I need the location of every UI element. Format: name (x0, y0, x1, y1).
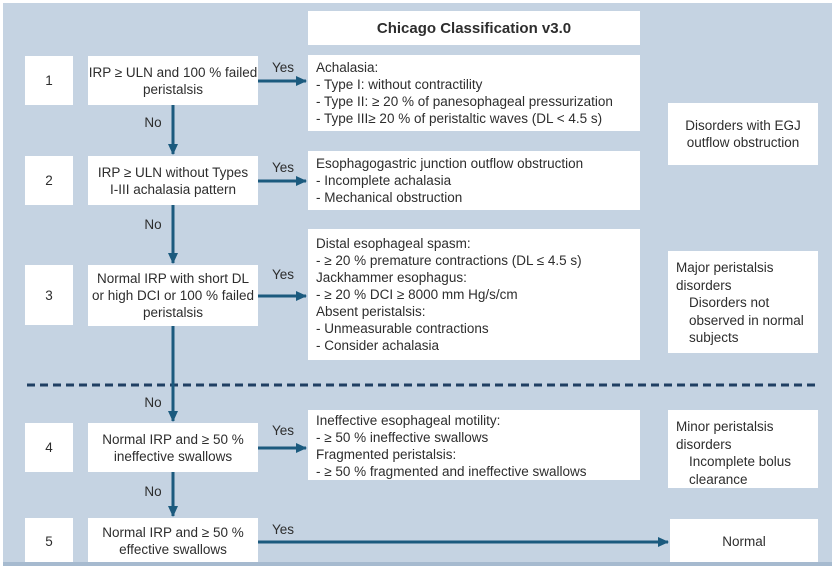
yes-label-5: Yes (271, 522, 295, 537)
condition-line: I-III achalasia pattern (109, 181, 237, 197)
chart-title-box: Chicago Classification v3.0 (308, 11, 640, 45)
step-5-number-box: 5 (25, 518, 73, 564)
result-line: Achalasia: (316, 60, 379, 75)
step-1-result-box: Achalasia: - Type I: without contractili… (308, 55, 640, 131)
step-3-condition-box: Normal IRP with short DL or high DCI or … (88, 265, 258, 326)
step-5-number: 5 (45, 533, 53, 549)
result-line: - Consider achalasia (316, 338, 440, 353)
no-label-2: No (144, 217, 162, 232)
bottom-edge-strip (3, 562, 832, 566)
chart-title: Chicago Classification v3.0 (376, 19, 572, 37)
condition-line: IRP ≥ ULN without Types (97, 164, 249, 180)
step-1-condition-box: IRP ≥ ULN and 100 % failed peristalsis (88, 56, 258, 105)
step-3-number: 3 (45, 287, 53, 303)
step-2-number: 2 (45, 173, 53, 188)
result-line: Jackhammer esophagus: (316, 270, 467, 285)
result-line: - Unmeasurable contractions (316, 321, 489, 336)
result-line: Fragmented peristalsis: (316, 447, 457, 462)
condition-line: peristalsis (142, 305, 204, 320)
result-line: Distal esophageal spasm: (316, 236, 471, 251)
yes-label-1: Yes (271, 60, 295, 75)
result-line: - ≥ 50 % fragmented and ineffective swal… (316, 464, 587, 479)
step-4-number-box: 4 (25, 423, 73, 472)
category-line: disorders (676, 436, 732, 452)
category-line: outflow obstruction (686, 135, 800, 150)
step-1-number: 1 (45, 73, 53, 88)
condition-line: Normal IRP and ≥ 50 % (102, 431, 244, 447)
normal-label: Normal (722, 534, 766, 550)
yes-label-4: Yes (271, 423, 295, 438)
step-1-number-box: 1 (25, 56, 73, 105)
yes-label-2: Yes (271, 160, 295, 175)
no-label-4: No (144, 484, 162, 499)
category-line: Incomplete bolus (689, 454, 792, 469)
result-line: Absent peristalsis: (316, 304, 426, 319)
condition-line: IRP ≥ ULN and 100 % failed (88, 64, 258, 80)
condition-line: Normal IRP and ≥ 50 % (102, 525, 244, 540)
category-line: clearance (689, 471, 748, 487)
result-line: - ≥ 50 % ineffective swallows (316, 430, 489, 445)
result-line: - Mechanical obstruction (316, 190, 463, 205)
step-4-result-box: Ineffective esophageal motility: - ≥ 50 … (308, 410, 640, 480)
category-minor-disorders-box: Minor peristalsis disorders Incomplete b… (668, 410, 818, 488)
condition-line: ineffective swallows (113, 448, 233, 464)
step-2-result-box: Esophagogastric junction outflow obstruc… (308, 151, 640, 210)
normal-box: Normal (670, 519, 818, 565)
category-line: Minor peristalsis (676, 419, 774, 434)
result-line: Ineffective esophageal motility: (316, 413, 501, 428)
step-5-condition-box: Normal IRP and ≥ 50 % effective swallows (88, 518, 258, 564)
category-line: subjects (689, 330, 739, 345)
result-line: - Type III≥ 20 % of peristaltic waves (D… (316, 111, 603, 126)
category-line: disorders (676, 277, 732, 293)
category-egj-outflow-box: Disorders with EGJ outflow obstruction (668, 103, 818, 165)
step-4-condition-box: Normal IRP and ≥ 50 % ineffective swallo… (88, 423, 258, 472)
result-line: Esophagogastric junction outflow obstruc… (316, 156, 584, 171)
result-line: - Incomplete achalasia (316, 173, 452, 188)
condition-line: Normal IRP with short DL (96, 271, 250, 286)
category-line: Disorders not (689, 295, 770, 310)
category-line: observed in normal (689, 312, 804, 328)
result-line: - Type II: ≥ 20 % of panesophageal press… (316, 94, 613, 109)
step-3-number-box: 3 (25, 265, 73, 325)
category-line: Disorders with EGJ (685, 117, 801, 133)
condition-line: effective swallows (119, 542, 227, 557)
result-line: - ≥ 20 % DCI ≥ 8000 mm Hg/s/cm (316, 287, 518, 302)
step-3-result-box: Distal esophageal spasm: - ≥ 20 % premat… (308, 229, 640, 360)
category-line: Major peristalsis (676, 260, 774, 275)
result-line: - Type I: without contractility (316, 77, 483, 92)
result-line: - ≥ 20 % premature contractions (DL ≤ 4.… (316, 253, 582, 268)
step-2-number-box: 2 (25, 156, 73, 205)
yes-label-3: Yes (271, 267, 295, 282)
step-2-condition-box: IRP ≥ ULN without Types I-III achalasia … (88, 156, 258, 205)
no-label-3: No (144, 395, 162, 410)
category-major-disorders-box: Major peristalsis disorders Disorders no… (668, 251, 818, 353)
step-4-number: 4 (45, 440, 53, 455)
condition-line: peristalsis (142, 81, 204, 97)
condition-line: or high DCI or 100 % failed (91, 288, 255, 303)
no-label-1: No (144, 115, 162, 130)
